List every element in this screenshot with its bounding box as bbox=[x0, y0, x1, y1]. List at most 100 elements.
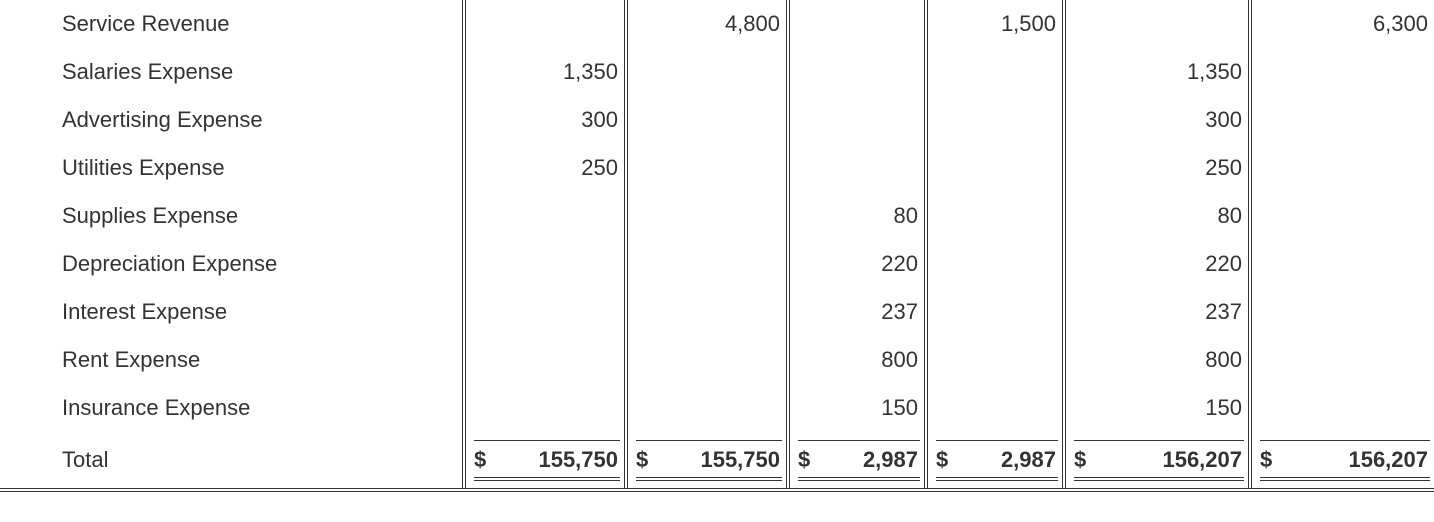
amount-cell: 4,800 bbox=[624, 0, 786, 48]
amount-cell bbox=[624, 384, 786, 432]
amount-cell: 220 bbox=[1062, 240, 1248, 288]
amount-value: 80 bbox=[798, 203, 920, 229]
amount-cell bbox=[924, 48, 1062, 96]
amount-cell bbox=[1248, 288, 1434, 336]
total-col1: $ 155,750 bbox=[462, 432, 624, 488]
amount-value: 300 bbox=[474, 107, 620, 133]
total-value: 155,750 bbox=[496, 447, 620, 473]
total-col5: $ 156,207 bbox=[1062, 432, 1248, 488]
amount-value: 800 bbox=[1074, 347, 1244, 373]
amount-cell bbox=[924, 96, 1062, 144]
amount-value: 150 bbox=[1074, 395, 1244, 421]
amount-cell bbox=[786, 0, 924, 48]
amount-cell: 300 bbox=[462, 96, 624, 144]
amount-cell: 300 bbox=[1062, 96, 1248, 144]
table-row: Salaries Expense 1,350 1,350 bbox=[0, 48, 1434, 96]
amount-cell bbox=[1248, 96, 1434, 144]
amount-cell bbox=[924, 336, 1062, 384]
account-name-text: Interest Expense bbox=[62, 299, 227, 325]
amount-cell bbox=[462, 288, 624, 336]
amount-cell bbox=[624, 144, 786, 192]
total-value: 155,750 bbox=[658, 447, 782, 473]
amount-cell bbox=[624, 336, 786, 384]
amount-value: 250 bbox=[1074, 155, 1244, 181]
account-name: Depreciation Expense bbox=[0, 240, 462, 288]
amount-cell bbox=[1248, 240, 1434, 288]
table-row: Service Revenue 4,800 1,500 6,300 bbox=[0, 0, 1434, 48]
amount-value: 237 bbox=[798, 299, 920, 325]
account-name-text: Utilities Expense bbox=[62, 155, 225, 181]
account-name: Interest Expense bbox=[0, 288, 462, 336]
amount-cell bbox=[462, 0, 624, 48]
table-row: Utilities Expense 250 250 bbox=[0, 144, 1434, 192]
account-name-text: Insurance Expense bbox=[62, 395, 250, 421]
table-row: Insurance Expense 150 150 bbox=[0, 384, 1434, 432]
amount-cell: 1,350 bbox=[1062, 48, 1248, 96]
account-name: Advertising Expense bbox=[0, 96, 462, 144]
amount-cell bbox=[462, 336, 624, 384]
currency-symbol: $ bbox=[798, 447, 820, 473]
amount-cell: 237 bbox=[786, 288, 924, 336]
total-col2: $ 155,750 bbox=[624, 432, 786, 488]
account-name-text: Service Revenue bbox=[62, 11, 230, 37]
amount-cell bbox=[924, 144, 1062, 192]
amount-cell bbox=[624, 192, 786, 240]
amount-cell bbox=[924, 240, 1062, 288]
amount-cell: 237 bbox=[1062, 288, 1248, 336]
account-name-text: Rent Expense bbox=[62, 347, 200, 373]
amount-value: 4,800 bbox=[636, 11, 782, 37]
amount-value: 220 bbox=[1074, 251, 1244, 277]
amount-cell: 150 bbox=[1062, 384, 1248, 432]
total-value: 156,207 bbox=[1096, 447, 1244, 473]
amount-value: 300 bbox=[1074, 107, 1244, 133]
amount-cell bbox=[1248, 336, 1434, 384]
amount-cell: 80 bbox=[1062, 192, 1248, 240]
amount-cell bbox=[786, 144, 924, 192]
amount-cell bbox=[1248, 144, 1434, 192]
total-row: Total $ 155,750 $ 155,750 $ 2,987 $ 2,98… bbox=[0, 432, 1434, 488]
total-value: 2,987 bbox=[820, 447, 920, 473]
amount-cell bbox=[1248, 48, 1434, 96]
account-name-text: Supplies Expense bbox=[62, 203, 238, 229]
amount-value: 237 bbox=[1074, 299, 1244, 325]
account-name-text: Salaries Expense bbox=[62, 59, 233, 85]
amount-cell bbox=[624, 240, 786, 288]
table-row: Rent Expense 800 800 bbox=[0, 336, 1434, 384]
account-name: Insurance Expense bbox=[0, 384, 462, 432]
amount-cell bbox=[924, 192, 1062, 240]
amount-cell bbox=[924, 288, 1062, 336]
amount-cell: 800 bbox=[1062, 336, 1248, 384]
currency-symbol: $ bbox=[474, 447, 496, 473]
amount-value: 250 bbox=[474, 155, 620, 181]
amount-cell bbox=[462, 240, 624, 288]
amount-value: 6,300 bbox=[1260, 11, 1430, 37]
account-name: Utilities Expense bbox=[0, 144, 462, 192]
table-row: Advertising Expense 300 300 bbox=[0, 96, 1434, 144]
total-label-text: Total bbox=[62, 447, 108, 473]
amount-value: 220 bbox=[798, 251, 920, 277]
currency-symbol: $ bbox=[1260, 447, 1282, 473]
account-name: Rent Expense bbox=[0, 336, 462, 384]
amount-value: 800 bbox=[798, 347, 920, 373]
amount-cell bbox=[924, 384, 1062, 432]
amount-cell bbox=[1248, 384, 1434, 432]
amount-cell bbox=[624, 96, 786, 144]
amount-cell bbox=[624, 48, 786, 96]
amount-cell: 1,350 bbox=[462, 48, 624, 96]
amount-cell bbox=[786, 96, 924, 144]
amount-cell: 1,500 bbox=[924, 0, 1062, 48]
account-name: Supplies Expense bbox=[0, 192, 462, 240]
total-col6: $ 156,207 bbox=[1248, 432, 1434, 488]
amount-cell bbox=[462, 384, 624, 432]
amount-cell: 150 bbox=[786, 384, 924, 432]
trial-balance-table: Service Revenue 4,800 1,500 6,300 Salaries E… bbox=[0, 0, 1434, 492]
amount-cell: 250 bbox=[1062, 144, 1248, 192]
amount-cell bbox=[624, 288, 786, 336]
amount-cell: 220 bbox=[786, 240, 924, 288]
account-name: Service Revenue bbox=[0, 0, 462, 48]
total-label: Total bbox=[0, 432, 462, 488]
amount-value: 1,350 bbox=[474, 59, 620, 85]
account-name-text: Depreciation Expense bbox=[62, 251, 277, 277]
currency-symbol: $ bbox=[636, 447, 658, 473]
account-name: Salaries Expense bbox=[0, 48, 462, 96]
